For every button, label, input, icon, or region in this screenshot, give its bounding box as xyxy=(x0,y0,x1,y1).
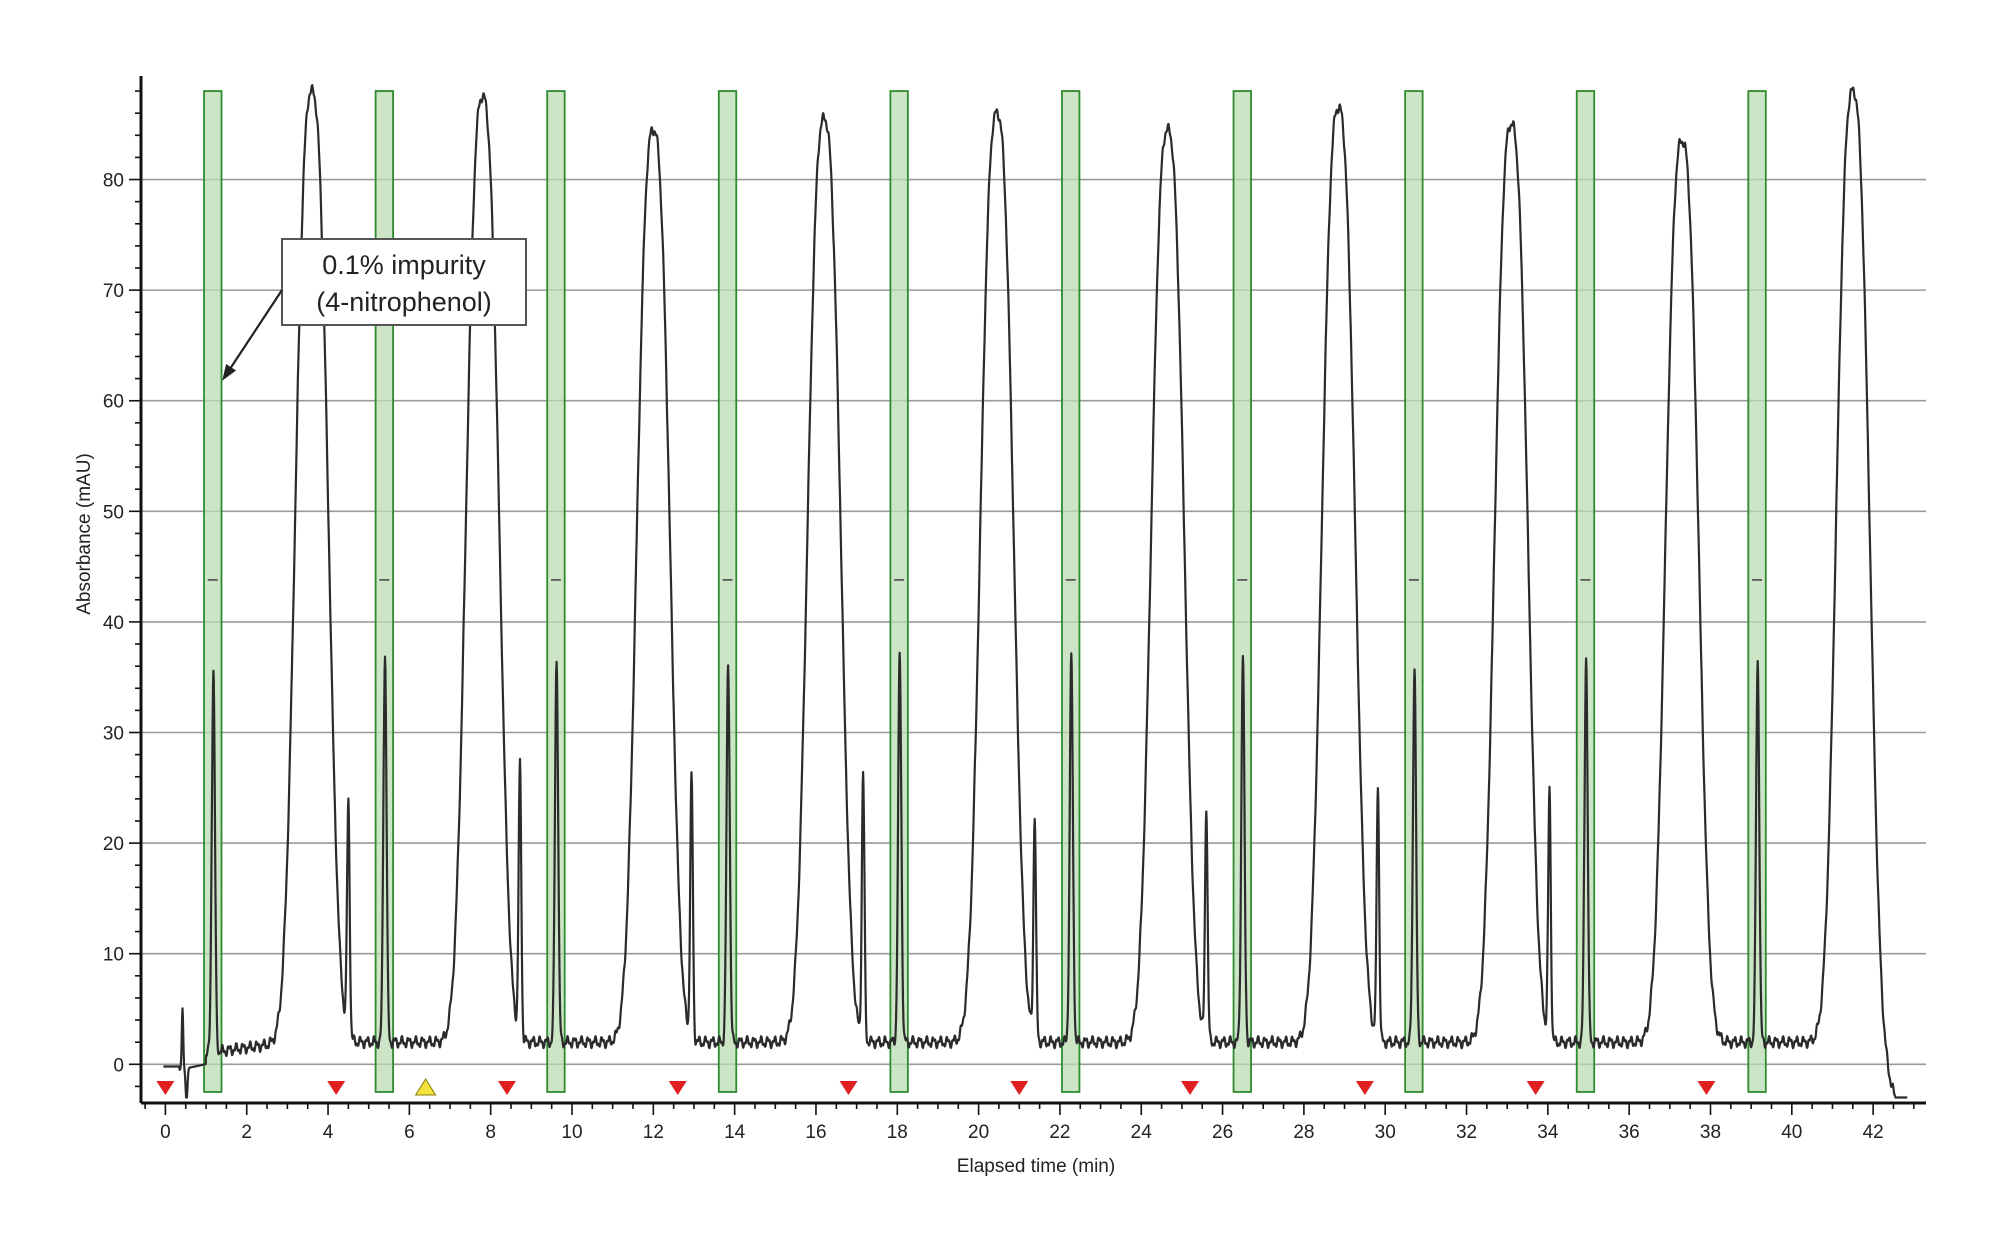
injection-marker-1 xyxy=(156,1081,175,1095)
grid-layer xyxy=(141,178,1926,1066)
collection-window-7 xyxy=(1232,90,1252,1093)
y-tick-label-10: 10 xyxy=(103,945,124,966)
x-tick-label-42: 42 xyxy=(1863,1122,1884,1143)
annotation-line-1: 0.1% impurity xyxy=(322,250,486,280)
injection-marker-2 xyxy=(327,1081,346,1095)
x-tick-label-10: 10 xyxy=(561,1122,582,1143)
marker-layer xyxy=(156,1078,1716,1096)
x-tick-label-8: 8 xyxy=(485,1122,496,1143)
y-tick-label-20: 20 xyxy=(103,834,124,855)
collection-window-10 xyxy=(1747,90,1767,1093)
x-tick-label-22: 22 xyxy=(1049,1122,1070,1143)
x-tick-label-24: 24 xyxy=(1131,1122,1153,1143)
trace-layer xyxy=(162,84,1908,1099)
x-tick-label-12: 12 xyxy=(643,1122,664,1143)
y-tick-label-30: 30 xyxy=(103,724,124,745)
annotation-box xyxy=(281,238,527,326)
annotation-arrowhead xyxy=(222,363,237,381)
injection-marker-8 xyxy=(1355,1081,1374,1095)
y-tick-label-0: 0 xyxy=(113,1055,124,1076)
annotation-arrow xyxy=(227,289,283,372)
injection-marker-3 xyxy=(497,1081,516,1095)
collection-windows xyxy=(203,90,1767,1093)
y-tick-label-40: 40 xyxy=(103,613,124,634)
x-tick-label-6: 6 xyxy=(404,1122,415,1143)
x-tick-label-18: 18 xyxy=(887,1122,908,1143)
y-tick-label-70: 70 xyxy=(103,281,124,302)
x-axis-title: Elapsed time (min) xyxy=(957,1156,1115,1177)
absorbance-trace xyxy=(162,84,1908,1099)
impurity-annotation: 0.1% impurity (4-nitrophenol) xyxy=(222,238,527,381)
annotation-line-2: (4-nitrophenol) xyxy=(316,287,492,317)
x-tick-label-26: 26 xyxy=(1212,1122,1233,1143)
collection-window-9 xyxy=(1575,90,1596,1093)
injection-marker-4 xyxy=(668,1081,687,1095)
x-tick-label-0: 0 xyxy=(160,1122,171,1143)
event-marker-1 xyxy=(414,1078,437,1096)
x-tick-label-32: 32 xyxy=(1456,1122,1477,1143)
y-tick-label-50: 50 xyxy=(103,502,124,523)
injection-marker-7 xyxy=(1181,1081,1200,1095)
x-tick-label-30: 30 xyxy=(1375,1122,1396,1143)
collection-window-2 xyxy=(374,90,394,1093)
collection-window-8 xyxy=(1404,90,1424,1093)
x-tick-label-14: 14 xyxy=(724,1122,746,1143)
y-tick-label-80: 80 xyxy=(103,171,124,192)
x-tick-label-36: 36 xyxy=(1619,1122,1640,1143)
x-tick-label-40: 40 xyxy=(1781,1122,1802,1143)
injection-marker-9 xyxy=(1526,1081,1545,1095)
x-tick-label-4: 4 xyxy=(323,1122,334,1143)
collection-window-5 xyxy=(889,90,909,1093)
x-tick-label-34: 34 xyxy=(1537,1122,1559,1143)
x-tick-label-28: 28 xyxy=(1293,1122,1314,1143)
collection-window-4 xyxy=(717,90,738,1093)
injection-marker-10 xyxy=(1697,1081,1716,1095)
x-tick-label-2: 2 xyxy=(241,1122,252,1143)
injection-marker-5 xyxy=(839,1081,858,1095)
x-tick-label-38: 38 xyxy=(1700,1122,1721,1143)
y-axis-title: Absorbance (mAU) xyxy=(74,453,95,615)
collection-window-3 xyxy=(546,90,566,1093)
collection-window-6 xyxy=(1061,90,1081,1093)
x-tick-label-20: 20 xyxy=(968,1122,989,1143)
collection-window-1 xyxy=(203,90,223,1093)
y-tick-label-60: 60 xyxy=(103,392,124,413)
x-tick-label-16: 16 xyxy=(805,1122,826,1143)
injection-marker-6 xyxy=(1010,1081,1029,1095)
